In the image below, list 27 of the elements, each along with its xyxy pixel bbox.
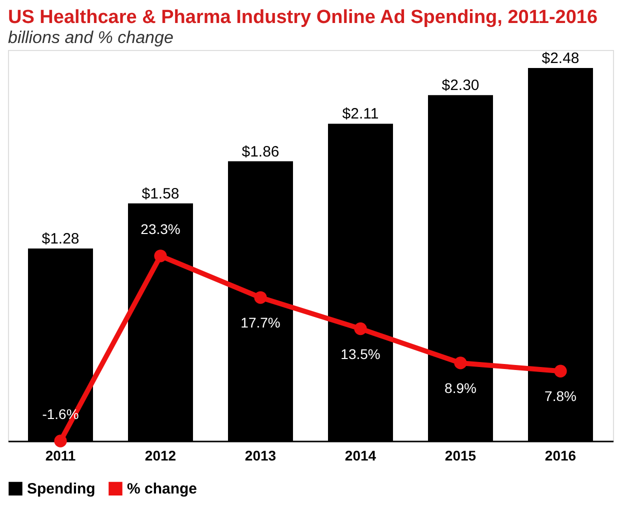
point — [154, 250, 167, 262]
data-label: 7.8% — [544, 388, 576, 404]
data-label: $1.86 — [242, 143, 280, 160]
data-label: 17.7% — [240, 314, 280, 331]
legend-label: Spending — [27, 480, 96, 498]
data-label: $1.58 — [142, 185, 180, 202]
point — [254, 291, 267, 304]
chart-title: US Healthcare & Pharma Industry Online Ad Spending, 2011-2016 — [8, 7, 598, 28]
chart-subtitle: billions and % change — [8, 28, 174, 47]
data-label: $2.48 — [542, 50, 580, 68]
data-label: $2.11 — [342, 106, 379, 123]
x-tick-label: 2011 — [45, 448, 76, 464]
data-label: 8.9% — [444, 380, 476, 396]
x-tick-label: 2013 — [244, 448, 276, 464]
x-tick-label: 2012 — [144, 448, 176, 464]
point — [354, 322, 367, 336]
data-label: 13.5% — [340, 346, 380, 362]
data-label: 23.3% — [140, 220, 180, 237]
legend-label: % change — [127, 480, 198, 498]
x-tick-label: 2015 — [444, 448, 476, 464]
point — [554, 364, 567, 378]
point — [454, 356, 467, 370]
data-label: $2.30 — [442, 77, 480, 94]
data-label: $1.28 — [42, 230, 80, 248]
x-tick-label: 2014 — [344, 448, 376, 464]
x-tick-label: 2016 — [544, 448, 576, 464]
point — [54, 434, 67, 448]
